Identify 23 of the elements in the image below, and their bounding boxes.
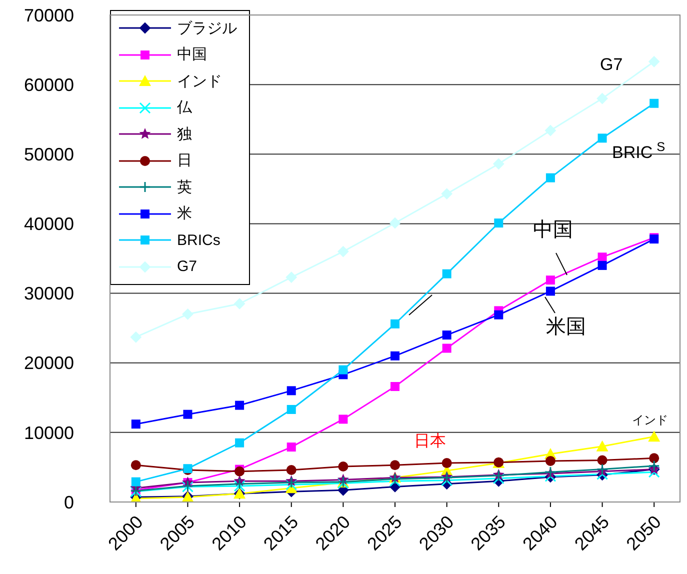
y-tick-label: 40000 [24,214,74,234]
legend-label: 米 [177,204,192,224]
y-tick-label: 10000 [24,422,74,443]
annotation: G7 [600,55,623,74]
legend-label: 仏 [177,98,192,118]
legend-label: BRICs [177,232,220,249]
y-tick-label: 60000 [24,74,74,95]
legend-label: インド [177,72,222,91]
legend-label: 中国 [177,45,207,64]
legend-label: G7 [177,258,198,276]
legend-label: 日 [177,151,192,170]
legend-label: 英 [177,178,192,197]
annotation: 中国 [533,219,573,241]
annotation: 米国 [546,316,586,338]
annotation: 日本 [414,432,446,450]
y-tick-label: 30000 [24,284,74,304]
legend-label: 独 [177,124,192,144]
y-tick-label: 0 [64,492,74,512]
legend-label: ブラジル [177,18,237,38]
y-tick-label: 50000 [24,144,74,165]
y-tick-label: 20000 [24,353,74,374]
annotation: インド [632,413,668,427]
y-tick-label: 70000 [24,5,74,26]
